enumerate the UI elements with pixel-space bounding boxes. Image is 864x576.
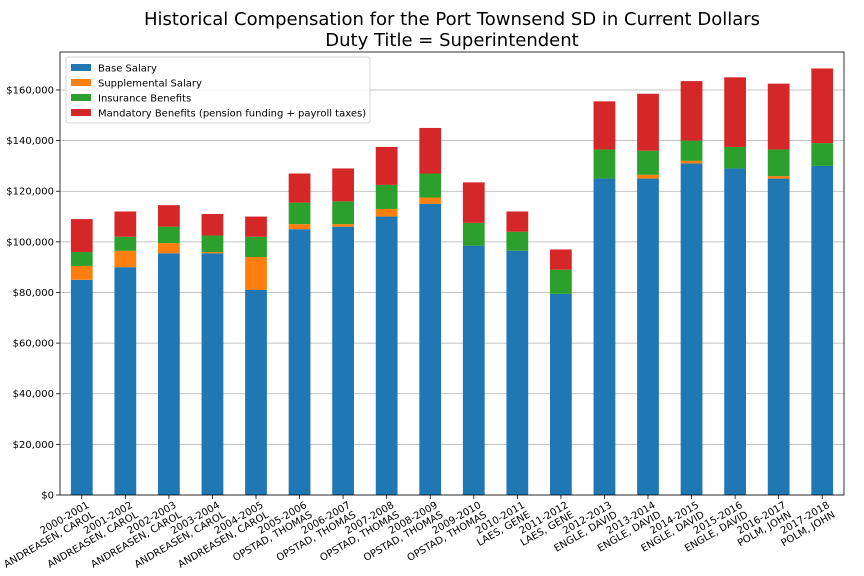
bar-segment bbox=[158, 243, 180, 254]
bar-segment bbox=[419, 173, 442, 198]
y-tick-label: $160,000 bbox=[6, 85, 54, 96]
bar-segment bbox=[593, 149, 616, 179]
bar-segment bbox=[158, 253, 180, 495]
bar-segment bbox=[680, 163, 703, 495]
bar-segment bbox=[201, 214, 224, 236]
y-tick-label: $20,000 bbox=[13, 440, 54, 451]
y-tick-label: $100,000 bbox=[6, 237, 54, 248]
legend-swatch bbox=[71, 79, 91, 86]
bar-segment bbox=[767, 176, 790, 179]
bar-segment bbox=[506, 211, 529, 232]
bar-segment bbox=[201, 253, 224, 495]
bar-segment bbox=[288, 173, 311, 203]
bar-segment bbox=[114, 236, 137, 251]
bar-segment bbox=[637, 93, 659, 151]
bar-segment bbox=[114, 211, 137, 237]
y-tick-label: $0 bbox=[41, 491, 54, 502]
legend-label: Supplemental Salary bbox=[98, 79, 202, 90]
bar-segment bbox=[724, 77, 746, 147]
y-tick-label: $40,000 bbox=[13, 389, 54, 400]
bar-segment bbox=[288, 229, 311, 495]
bar-segment bbox=[767, 149, 790, 177]
bar-segment bbox=[419, 197, 442, 204]
bar-segment bbox=[158, 205, 180, 227]
bar-segment bbox=[375, 146, 398, 185]
bar-segment bbox=[332, 224, 354, 227]
bar-segment bbox=[767, 83, 790, 150]
bar-segment bbox=[680, 160, 703, 164]
legend-swatch bbox=[71, 94, 91, 101]
bar-segment bbox=[593, 101, 616, 150]
bar-segment bbox=[245, 257, 267, 290]
bar-segment bbox=[114, 250, 137, 268]
bar-segment bbox=[680, 140, 703, 161]
legend: Base Salary Supplemental Salary Insurance … bbox=[65, 56, 371, 124]
y-tick-label: $80,000 bbox=[13, 288, 54, 299]
bar-segment bbox=[375, 216, 398, 496]
legend-label: Base Salary bbox=[98, 64, 157, 75]
legend-swatch bbox=[71, 109, 91, 116]
bar-segment bbox=[550, 293, 572, 495]
bar-segment bbox=[201, 251, 224, 254]
bar-segment bbox=[288, 224, 311, 230]
legend-label: Insurance Benefits bbox=[98, 94, 191, 105]
y-tick-label: $120,000 bbox=[6, 187, 54, 198]
bar-segment bbox=[593, 178, 616, 496]
bar-segment bbox=[70, 219, 93, 252]
bar-segment bbox=[680, 81, 703, 141]
bar-segment bbox=[767, 178, 790, 496]
bar-segment bbox=[201, 235, 224, 252]
bar-segment bbox=[70, 279, 93, 495]
y-tick-label: $140,000 bbox=[6, 136, 54, 147]
bar-segment bbox=[245, 216, 267, 237]
bar-segment bbox=[332, 226, 354, 495]
bar-segment bbox=[637, 178, 659, 496]
bar-segment bbox=[550, 249, 572, 270]
bar-segment bbox=[245, 289, 267, 495]
bar-segment bbox=[637, 174, 659, 179]
bar-segment bbox=[462, 182, 485, 223]
bar-segment bbox=[811, 143, 834, 166]
bar-segment bbox=[811, 68, 834, 144]
x-axis: 2000-2001ANDREASEN, CAROL2001-2002ANDREA… bbox=[2, 495, 837, 571]
bar-segment bbox=[245, 236, 267, 258]
bar-segment bbox=[158, 226, 180, 244]
bar-segment bbox=[375, 184, 398, 209]
bar-segment bbox=[724, 146, 746, 169]
bar-segment bbox=[506, 231, 529, 251]
legend-swatch bbox=[71, 64, 91, 71]
legend-box bbox=[65, 56, 371, 124]
bar-segment bbox=[332, 201, 354, 225]
bar-segment bbox=[375, 208, 398, 217]
bar-segment bbox=[114, 267, 137, 495]
bar-segment bbox=[811, 165, 834, 495]
bar-segment bbox=[332, 168, 354, 202]
bar-segment bbox=[550, 269, 572, 294]
y-tick-label: $60,000 bbox=[13, 339, 54, 350]
bar-segment bbox=[70, 251, 93, 266]
bar-segment bbox=[637, 150, 659, 175]
bars bbox=[70, 68, 834, 496]
bar-segment bbox=[506, 250, 529, 495]
bar-segment bbox=[724, 168, 746, 495]
bar-segment bbox=[419, 127, 442, 174]
legend-label: Mandatory Benefits (pension funding + pa… bbox=[98, 109, 366, 120]
bar-segment bbox=[462, 222, 485, 246]
bar-segment bbox=[288, 202, 311, 225]
plot-frame bbox=[59, 51, 845, 496]
chart-title: Historical Compensation for the Port Tow… bbox=[144, 9, 760, 30]
gridlines bbox=[60, 89, 844, 496]
bar-segment bbox=[70, 265, 93, 280]
bar-segment bbox=[419, 203, 442, 495]
y-axis: $0 $20,000 $40,000 $60,000 $80,000 $100,000 $1… bbox=[6, 85, 60, 502]
chart-subtitle: Duty Title = Superintendent bbox=[325, 30, 578, 51]
bar-segment bbox=[462, 245, 485, 495]
